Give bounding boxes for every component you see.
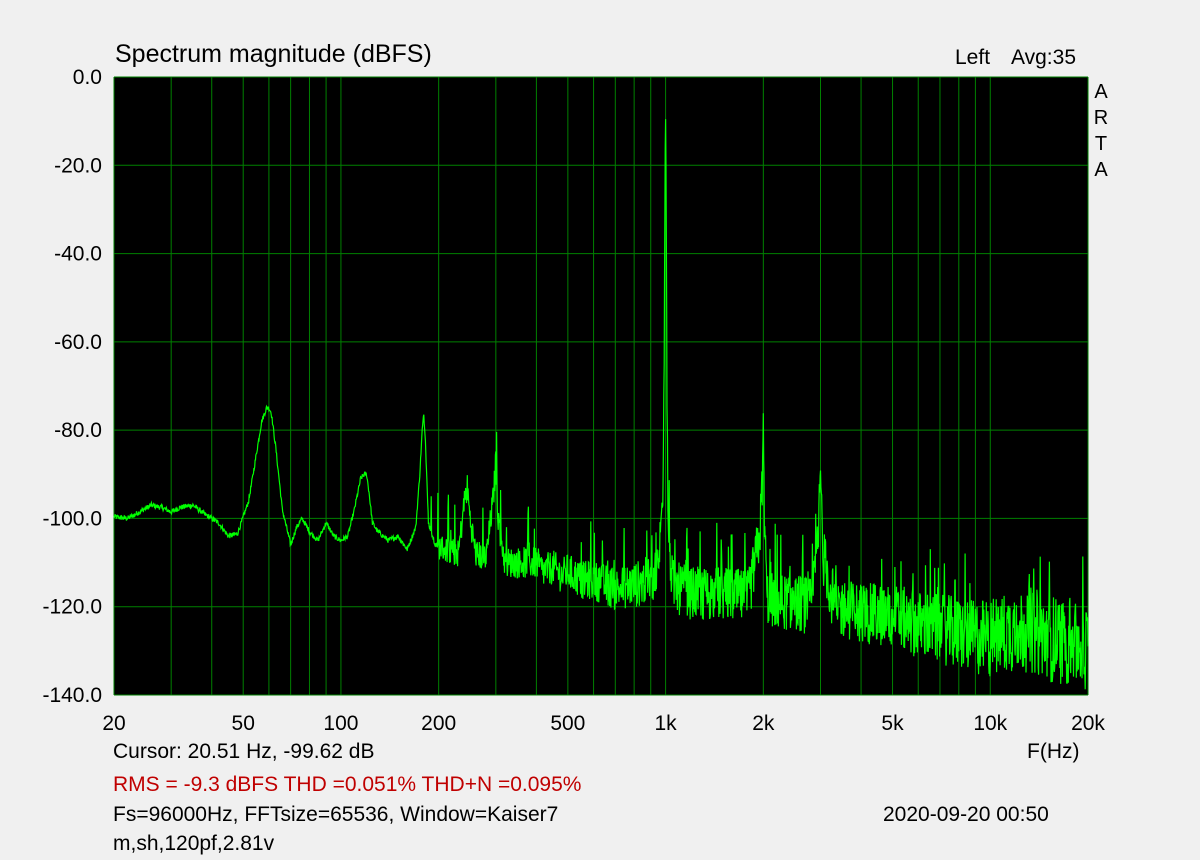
y-tick-label: -140.0 xyxy=(42,684,102,707)
plot-area[interactable] xyxy=(114,77,1088,695)
chart-title: Spectrum magnitude (dBFS) xyxy=(115,40,432,68)
x-tick-label: 5k xyxy=(881,712,904,735)
y-tick-label: -20.0 xyxy=(54,154,102,177)
channel-label: Left xyxy=(955,46,991,69)
y-axis-ticks: 0.0 -20.0 -40.0 -60.0 -80.0 -100.0 -120.0 -140.… xyxy=(42,66,102,707)
x-tick-label: 20k xyxy=(1071,712,1105,735)
x-tick-label: 100 xyxy=(323,712,358,735)
x-tick-label: 2k xyxy=(752,712,775,735)
grid xyxy=(113,76,1089,696)
timestamp: 2020-09-20 00:50 xyxy=(883,803,1049,826)
measurement-note: m,sh,120pf,2.81v xyxy=(113,832,275,855)
x-tick-label: 1k xyxy=(655,712,678,735)
brand-label: ARTA xyxy=(1093,81,1109,181)
fft-settings: Fs=96000Hz, FFTsize=65536, Window=Kaiser… xyxy=(113,803,559,826)
average-count-label: Avg:35 xyxy=(1011,46,1076,69)
y-tick-label: 0.0 xyxy=(73,66,102,89)
x-tick-label: 50 xyxy=(232,712,255,735)
y-tick-label: -40.0 xyxy=(54,243,102,266)
x-tick-label: 200 xyxy=(421,712,456,735)
y-tick-label: -80.0 xyxy=(54,419,102,442)
cursor-readout: Cursor: 20.51 Hz, -99.62 dB xyxy=(113,740,375,763)
x-tick-label: 20 xyxy=(102,712,125,735)
x-tick-label: 500 xyxy=(550,712,585,735)
y-tick-label: -100.0 xyxy=(42,507,102,530)
y-tick-label: -120.0 xyxy=(42,596,102,619)
spectrum-trace xyxy=(113,119,1089,690)
x-axis-label: F(Hz) xyxy=(1027,740,1080,763)
x-axis-ticks: 20 50 100 200 500 1k 2k 5k 10k 20k xyxy=(102,712,1105,735)
measurement-stats: RMS = -9.3 dBFS THD =0.051% THD+N =0.095… xyxy=(113,773,582,796)
y-tick-label: -60.0 xyxy=(54,331,102,354)
x-tick-label: 10k xyxy=(973,712,1007,735)
spectrum-chart[interactable]: 0.0 -20.0 -40.0 -60.0 -80.0 -100.0 -120.0 -140.… xyxy=(0,0,1200,740)
spectrum-trace-group xyxy=(113,119,1089,690)
